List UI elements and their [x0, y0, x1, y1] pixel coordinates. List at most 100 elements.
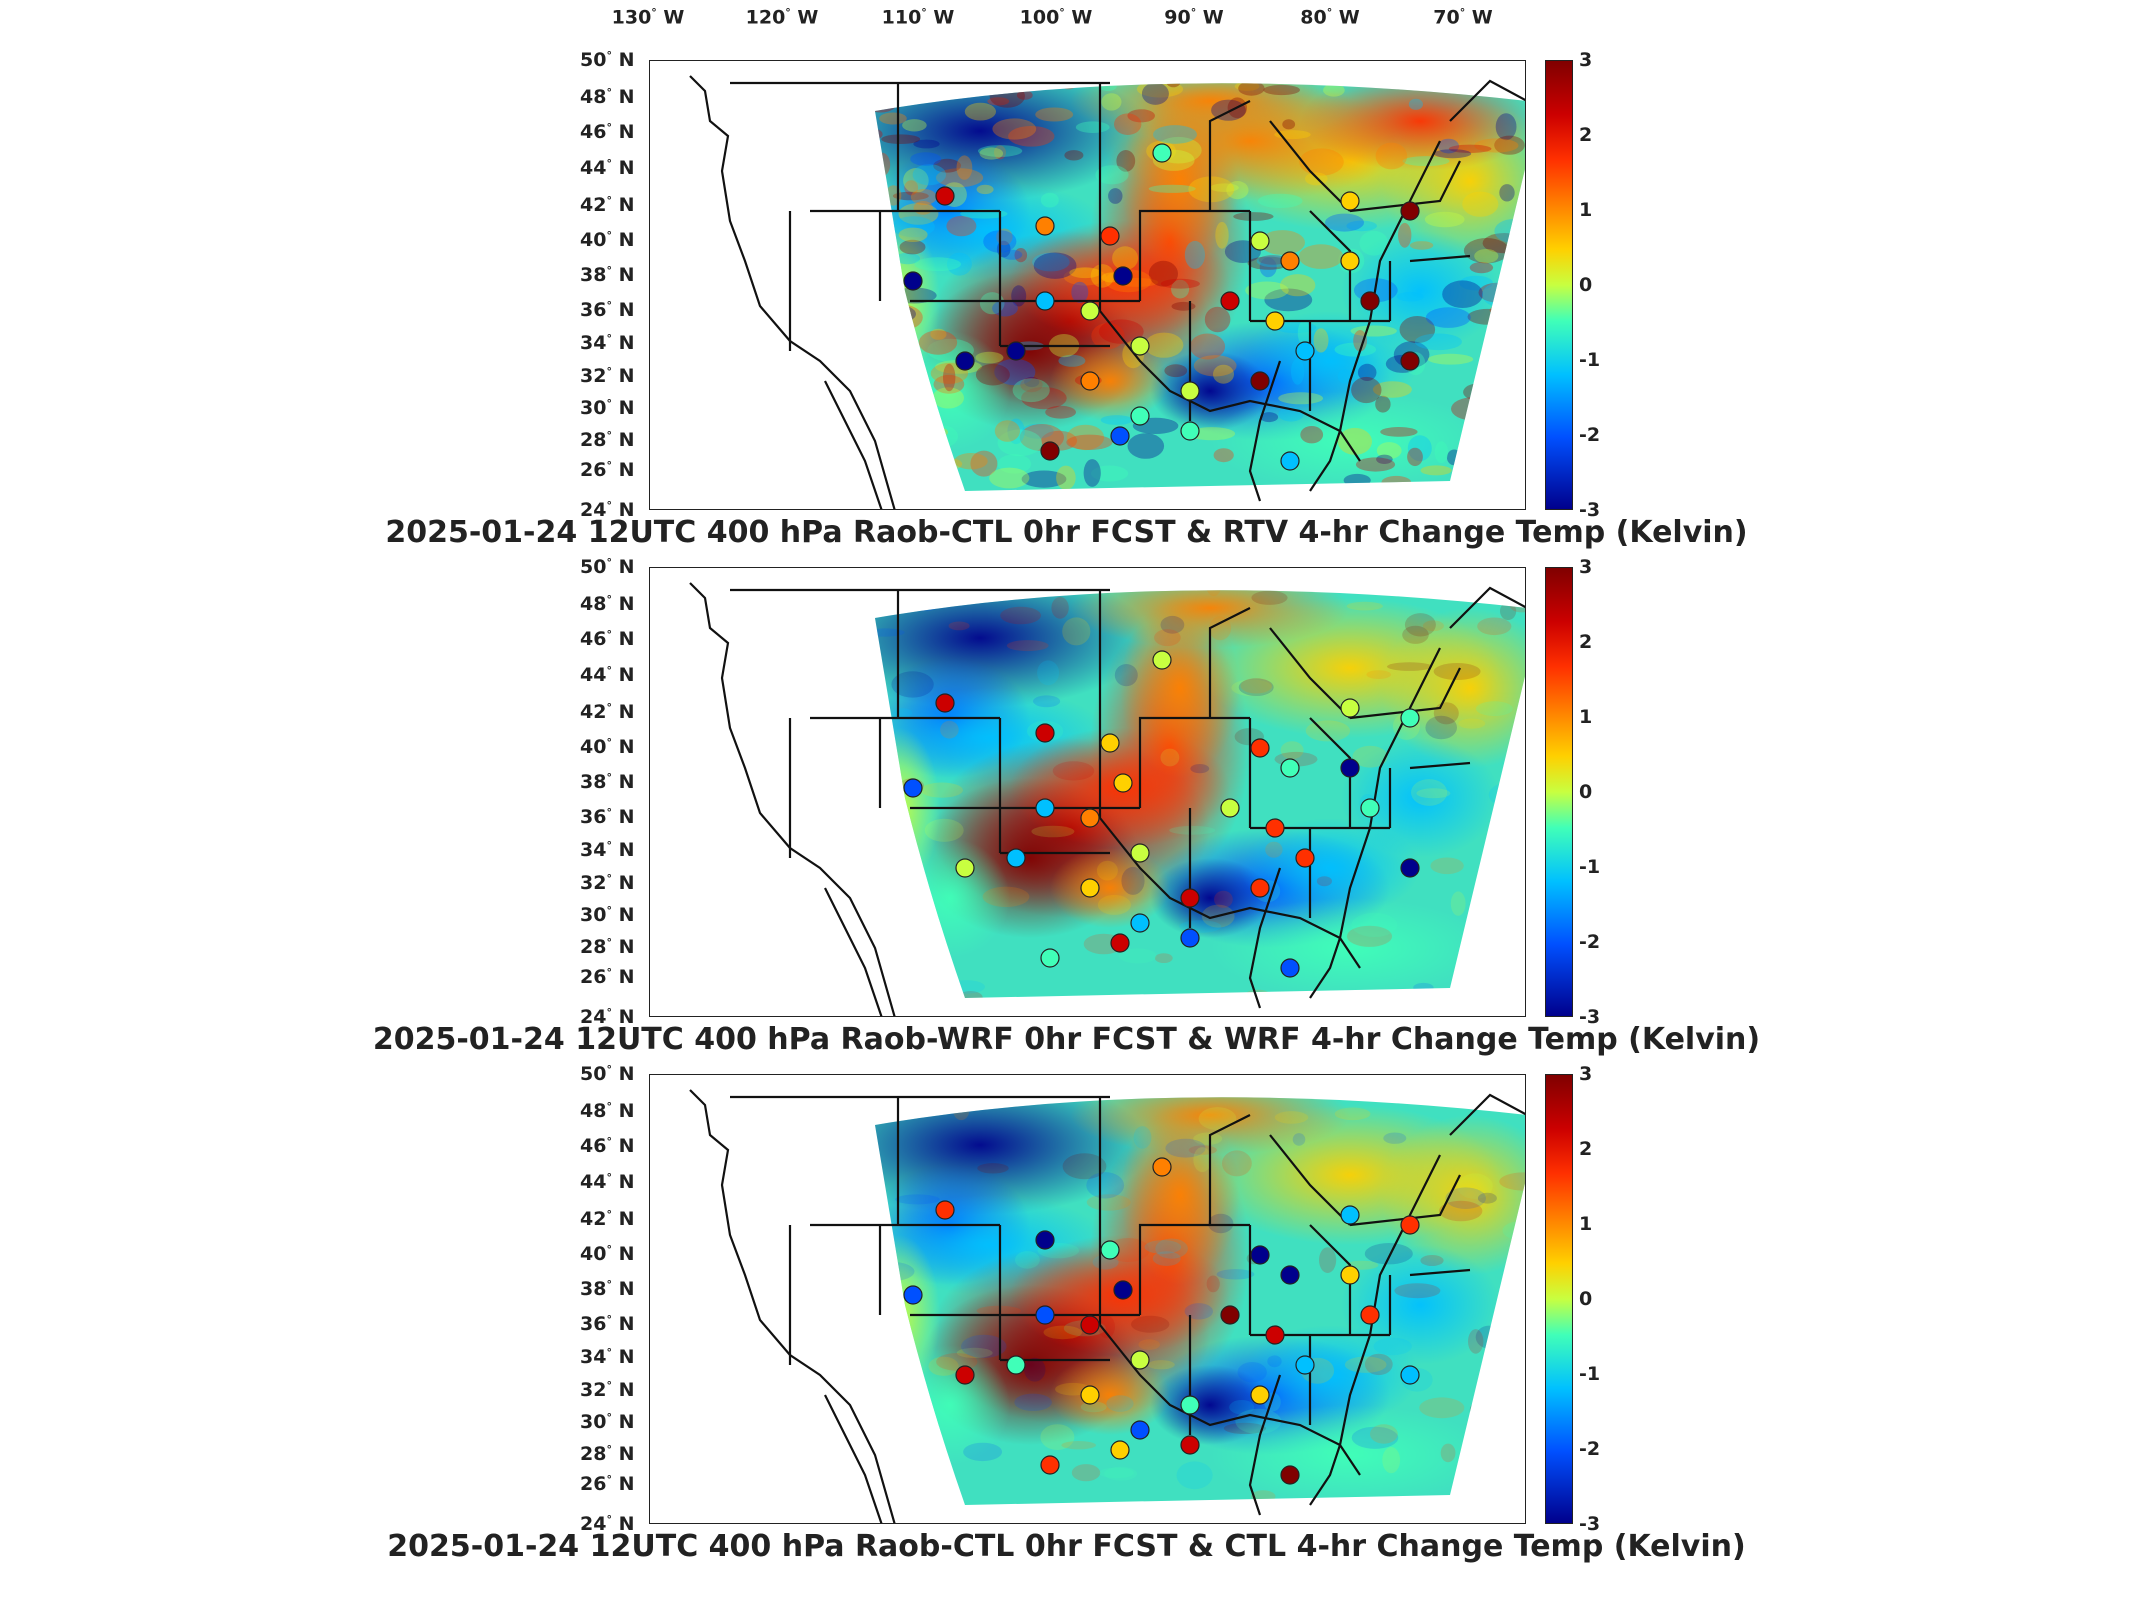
raob-station-marker	[1006, 341, 1026, 361]
colorbar-tick-label: 0	[1579, 781, 1593, 803]
colorbar	[1545, 60, 1573, 510]
raob-station-marker	[1100, 1240, 1120, 1260]
raob-station-marker	[1400, 1365, 1420, 1385]
raob-station-marker	[1220, 1305, 1240, 1325]
latitude-label: 32° N	[580, 871, 635, 895]
colorbar-tick-label: 1	[1579, 199, 1593, 221]
latitude-label: 26° N	[580, 965, 635, 989]
raob-station-marker	[1080, 371, 1100, 391]
latitude-label: 38° N	[580, 1277, 635, 1301]
colorbar-tick-label: -2	[1579, 424, 1601, 446]
raob-station-marker	[1180, 888, 1200, 908]
latitude-label: 50° N	[580, 555, 635, 579]
raob-station-marker	[903, 271, 923, 291]
raob-station-marker	[1035, 216, 1055, 236]
latitude-label: 38° N	[580, 263, 635, 287]
latitude-label: 50° N	[580, 1062, 635, 1086]
raob-station-marker	[1295, 341, 1315, 361]
raob-station-marker	[1220, 291, 1240, 311]
raob-station-marker	[935, 186, 955, 206]
raob-station-marker	[1130, 336, 1150, 356]
latitude-label: 46° N	[580, 120, 635, 144]
latitude-label: 40° N	[580, 735, 635, 759]
latitude-label: 26° N	[580, 458, 635, 482]
colorbar-tick-label: -2	[1579, 1438, 1601, 1460]
colorbar-tick-label: -3	[1579, 1513, 1601, 1535]
map-canvas	[689, 582, 1525, 1016]
colorbar-tick-label: 0	[1579, 1288, 1593, 1310]
latitude-label: 28° N	[580, 1442, 635, 1466]
raob-station-marker	[1280, 1465, 1300, 1485]
colorbar-tick-label: 3	[1579, 49, 1593, 71]
latitude-label: 44° N	[580, 1170, 635, 1194]
longitude-label: 130° W	[611, 6, 685, 29]
colorbar-tick-label: 3	[1579, 556, 1593, 578]
latitude-label: 28° N	[580, 935, 635, 959]
raob-station-marker	[1400, 1215, 1420, 1235]
latitude-label: 34° N	[580, 331, 635, 355]
raob-station-marker	[1006, 848, 1026, 868]
raob-station-marker	[1280, 451, 1300, 471]
latitude-label: 24° N	[580, 1005, 635, 1029]
raob-station-marker	[1130, 1350, 1150, 1370]
latitude-label: 32° N	[580, 364, 635, 388]
raob-station-marker	[1035, 723, 1055, 743]
raob-station-marker	[1113, 266, 1133, 286]
raob-station-marker	[1113, 773, 1133, 793]
raob-station-marker	[1152, 650, 1172, 670]
latitude-label: 48° N	[580, 85, 635, 109]
colorbar-tick-label: -1	[1579, 349, 1601, 371]
latitude-label: 32° N	[580, 1378, 635, 1402]
raob-station-marker	[1400, 351, 1420, 371]
raob-station-marker	[1130, 1420, 1150, 1440]
state-boundaries	[689, 1089, 1525, 1523]
colorbar-tick-label: 1	[1579, 1213, 1593, 1235]
colorbar	[1545, 1074, 1573, 1524]
latitude-label: 42° N	[580, 1207, 635, 1231]
raob-station-marker	[1180, 1435, 1200, 1455]
raob-station-marker	[1040, 948, 1060, 968]
raob-station-marker	[1152, 143, 1172, 163]
latitude-label: 24° N	[580, 498, 635, 522]
raob-station-marker	[1110, 933, 1130, 953]
longitude-label: 90° W	[1164, 6, 1224, 29]
raob-station-marker	[1180, 928, 1200, 948]
latitude-label: 50° N	[580, 48, 635, 72]
raob-station-marker	[955, 351, 975, 371]
raob-station-marker	[1400, 201, 1420, 221]
colorbar-tick-label: 0	[1579, 274, 1593, 296]
raob-station-marker	[1340, 758, 1360, 778]
raob-station-marker	[1100, 733, 1120, 753]
temperature-change-field	[875, 590, 1525, 998]
raob-station-marker	[1035, 1230, 1055, 1250]
latitude-label: 46° N	[580, 627, 635, 651]
raob-station-marker	[903, 778, 923, 798]
latitude-label: 42° N	[580, 193, 635, 217]
raob-station-marker	[1265, 818, 1285, 838]
raob-station-marker	[1360, 1305, 1380, 1325]
raob-station-marker	[1340, 191, 1360, 211]
raob-station-marker	[1035, 1305, 1055, 1325]
raob-station-marker	[1265, 1325, 1285, 1345]
latitude-label: 40° N	[580, 228, 635, 252]
latitude-label: 42° N	[580, 700, 635, 724]
colorbar	[1545, 567, 1573, 1017]
latitude-label: 26° N	[580, 1472, 635, 1496]
raob-station-marker	[1040, 1455, 1060, 1475]
latitude-label: 36° N	[580, 805, 635, 829]
raob-station-marker	[1250, 1245, 1270, 1265]
raob-station-marker	[1130, 913, 1150, 933]
raob-station-marker	[1080, 301, 1100, 321]
raob-station-marker	[1250, 1385, 1270, 1405]
raob-station-marker	[903, 1285, 923, 1305]
longitude-label: 70° W	[1433, 6, 1493, 29]
raob-station-marker	[1006, 1355, 1026, 1375]
panel-title: 2025-01-24 12UTC 400 hPa Raob-CTL 0hr FC…	[387, 1529, 1746, 1564]
latitude-label: 38° N	[580, 770, 635, 794]
latitude-label: 30° N	[580, 903, 635, 927]
map-plot-area	[649, 60, 1526, 510]
raob-station-marker	[1040, 441, 1060, 461]
map-canvas	[689, 1089, 1525, 1523]
raob-station-marker	[1180, 421, 1200, 441]
raob-station-marker	[1340, 1265, 1360, 1285]
